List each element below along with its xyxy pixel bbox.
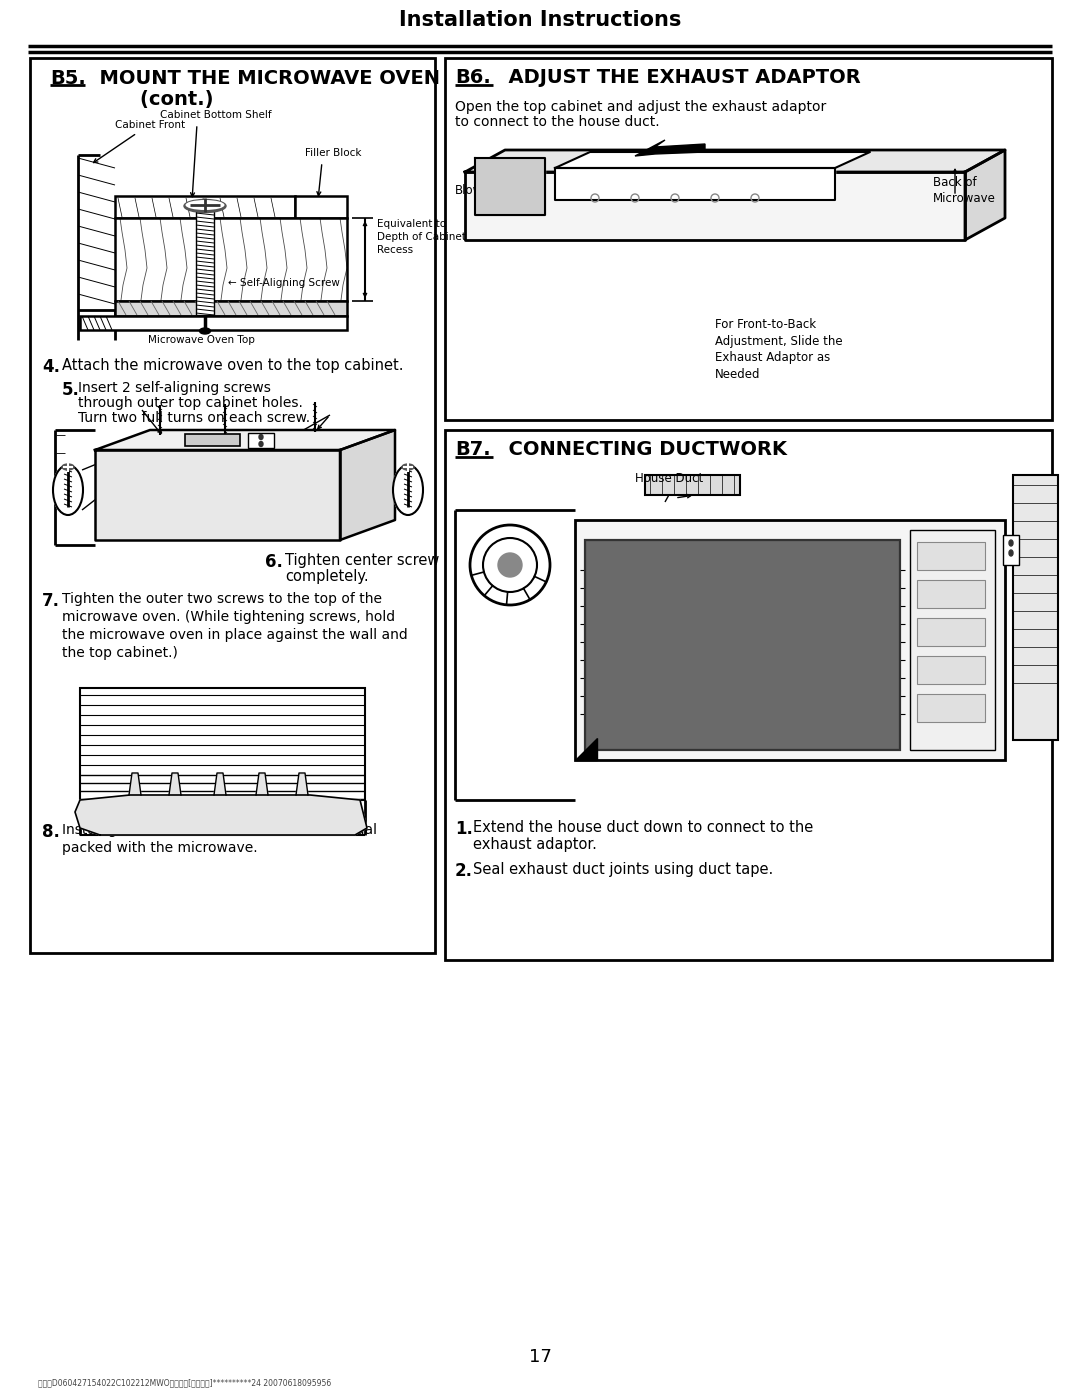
Polygon shape: [95, 430, 395, 450]
Polygon shape: [575, 738, 597, 760]
Bar: [80, 687, 365, 800]
Ellipse shape: [184, 200, 226, 212]
Text: 8.: 8.: [42, 823, 59, 841]
Polygon shape: [340, 430, 395, 541]
Text: 2.: 2.: [455, 862, 473, 880]
Text: Damper: Damper: [575, 176, 623, 189]
Polygon shape: [555, 152, 870, 168]
Bar: [295, 196, 347, 218]
Text: 유진희D060427154022C102212MWO개발그룹[조리기기]**********24 20070618095956: 유진희D060427154022C102212MWO개발그룹[조리기기]****…: [38, 1377, 332, 1387]
Polygon shape: [75, 795, 367, 835]
Text: 6.: 6.: [265, 553, 283, 571]
Text: Tighten center screw: Tighten center screw: [285, 553, 440, 569]
Text: Installation Instructions: Installation Instructions: [399, 10, 681, 29]
Text: 7.: 7.: [42, 592, 60, 610]
Ellipse shape: [259, 441, 264, 447]
Ellipse shape: [186, 200, 225, 210]
Text: Seal exhaust duct joints using duct tape.: Seal exhaust duct joints using duct tape…: [473, 862, 773, 877]
Text: House Duct: House Duct: [635, 472, 703, 485]
Text: 17: 17: [528, 1348, 552, 1366]
Bar: [114, 196, 295, 218]
Bar: [917, 542, 985, 570]
Bar: [917, 617, 985, 645]
Polygon shape: [966, 149, 1005, 240]
Bar: [185, 434, 240, 446]
Text: Attach the microwave oven to the top cabinet.: Attach the microwave oven to the top cab…: [62, 358, 404, 373]
Bar: [1013, 475, 1058, 740]
Ellipse shape: [402, 464, 414, 469]
Polygon shape: [555, 168, 835, 200]
Bar: [917, 580, 985, 608]
Bar: [917, 657, 985, 685]
Polygon shape: [129, 775, 141, 795]
Text: Blower-Plate: Blower-Plate: [455, 184, 529, 197]
Ellipse shape: [1009, 541, 1013, 546]
Text: through outer top cabinet holes.: through outer top cabinet holes.: [78, 395, 302, 409]
Text: exhaust adaptor.: exhaust adaptor.: [473, 837, 597, 852]
Ellipse shape: [200, 328, 211, 334]
Text: B7.: B7.: [455, 440, 490, 460]
Text: B5.: B5.: [50, 68, 85, 88]
Polygon shape: [168, 775, 181, 795]
Text: Open the top cabinet and adjust the exhaust adaptor: Open the top cabinet and adjust the exha…: [455, 101, 826, 115]
Ellipse shape: [1009, 550, 1013, 556]
Ellipse shape: [470, 525, 550, 605]
Text: 4.: 4.: [42, 358, 60, 376]
Ellipse shape: [259, 434, 264, 440]
Polygon shape: [635, 140, 705, 156]
Text: Tighten the outer two screws to the top of the
microwave oven. (While tightening: Tighten the outer two screws to the top …: [62, 592, 408, 659]
Bar: [445, 430, 1052, 960]
Bar: [195, 211, 214, 314]
Polygon shape: [465, 149, 1005, 172]
Text: MOUNT THE MICROWAVE OVEN: MOUNT THE MICROWAVE OVEN: [86, 68, 440, 88]
Text: CONNECTING DUCTWORK: CONNECTING DUCTWORK: [495, 440, 787, 460]
Polygon shape: [214, 775, 226, 795]
Bar: [910, 529, 995, 750]
Text: Insert 2 self-aligning screws: Insert 2 self-aligning screws: [78, 381, 271, 395]
Text: Cabinet Bottom Shelf: Cabinet Bottom Shelf: [160, 110, 272, 120]
Bar: [80, 316, 347, 330]
Bar: [645, 475, 740, 495]
Text: Cabinet Front: Cabinet Front: [114, 120, 185, 130]
Bar: [114, 218, 347, 300]
Text: Turn two full turns on each screw.: Turn two full turns on each screw.: [78, 411, 310, 425]
Text: For Front-to-Back
Adjustment, Slide the
Exhaust Adaptor as
Needed: For Front-to-Back Adjustment, Slide the …: [715, 319, 842, 380]
Bar: [1003, 535, 1020, 564]
Bar: [30, 59, 435, 953]
Ellipse shape: [498, 553, 522, 577]
Text: (cont.): (cont.): [86, 89, 214, 109]
Text: 1.: 1.: [455, 820, 473, 838]
Polygon shape: [95, 450, 340, 541]
Bar: [445, 59, 1052, 420]
Text: ← Self-Aligning Screw: ← Self-Aligning Screw: [228, 278, 340, 288]
Polygon shape: [296, 775, 308, 795]
Bar: [917, 694, 985, 722]
Bar: [585, 541, 900, 750]
Text: Equivalent to
Depth of Cabinet
Recess: Equivalent to Depth of Cabinet Recess: [377, 219, 465, 254]
Text: Filler Block: Filler Block: [305, 148, 362, 158]
Text: Microwave Oven Top: Microwave Oven Top: [148, 335, 255, 345]
Text: Install grease filters. See the Owner’s Manual
packed with the microwave.: Install grease filters. See the Owner’s …: [62, 823, 377, 855]
Bar: [248, 433, 274, 448]
Bar: [575, 520, 1005, 760]
Bar: [114, 300, 347, 316]
Polygon shape: [256, 775, 268, 795]
Ellipse shape: [483, 538, 537, 592]
Ellipse shape: [53, 465, 83, 515]
Text: Back of
Microwave: Back of Microwave: [933, 176, 996, 205]
Ellipse shape: [62, 464, 75, 469]
Text: 5.: 5.: [62, 381, 80, 400]
Bar: [585, 541, 900, 750]
Text: ADJUST THE EXHAUST ADAPTOR: ADJUST THE EXHAUST ADAPTOR: [495, 68, 861, 87]
Text: B6.: B6.: [455, 68, 490, 87]
Polygon shape: [475, 158, 545, 215]
Text: Extend the house duct down to connect to the: Extend the house duct down to connect to…: [473, 820, 813, 835]
Ellipse shape: [393, 465, 423, 515]
Polygon shape: [465, 172, 966, 240]
Text: completely.: completely.: [285, 569, 368, 584]
Text: to connect to the house duct.: to connect to the house duct.: [455, 115, 660, 129]
